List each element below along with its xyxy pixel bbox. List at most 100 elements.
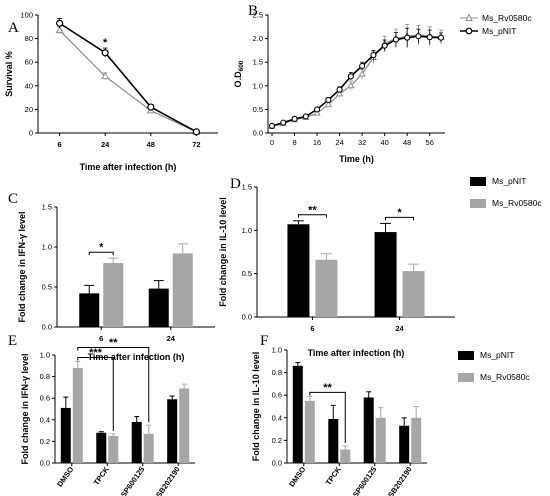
panel-b-data-point	[280, 119, 287, 126]
panel-c-bar	[103, 263, 124, 327]
panel-c-significance-bracket	[88, 251, 114, 256]
panel-b-data-point	[313, 109, 321, 116]
panel-e-significance-bracket	[77, 356, 114, 431]
panel-c-bar	[79, 293, 100, 327]
panel-b-x-tick-label: 32	[358, 138, 366, 147]
panel-f-x-tick-label: SB202190	[386, 465, 414, 496]
panel-b-y-label: O.D600	[233, 60, 245, 87]
panel-d-bar	[374, 232, 397, 317]
panel-b-y-tick-label: 1.0	[253, 81, 263, 90]
panel-a-x-tick-label: 72	[192, 140, 200, 149]
panel-e-x-tick-label: DMSO	[55, 465, 75, 489]
panel-a-y-tick-label: 100	[20, 11, 33, 20]
panel-a-data-point	[101, 49, 109, 57]
panel-f-x-tick-label: SP600125	[351, 465, 378, 496]
panel-c-x-tick-label: 6	[99, 334, 103, 343]
panel-b-x-tick-label: 24	[335, 138, 343, 147]
panel-f-bar	[292, 365, 303, 463]
panel-c-y-tick-label: 1.0	[42, 243, 52, 252]
panel-a-y-tick-label: 60	[25, 58, 33, 67]
panel-f-bar	[304, 400, 315, 463]
panel-e-significance-label: ***	[89, 347, 103, 359]
panel-d-legend-swatch	[470, 199, 486, 208]
panel-d-bar	[315, 259, 338, 317]
panel-a-x-tick-label: 6	[58, 140, 62, 149]
panel-f-y-tick-label: 0.8	[272, 368, 282, 377]
panel-b-data-point	[392, 36, 399, 43]
panel-b-series-line	[271, 35, 442, 127]
panel-d-bar	[402, 271, 425, 317]
panel-f-bar	[363, 397, 374, 463]
panel-a-data-point	[55, 25, 64, 34]
panel-d-significance-bracket	[385, 216, 415, 221]
panel-f-legend-label: Ms_pNIT	[480, 350, 514, 360]
panel-b-data-point	[336, 86, 343, 93]
panel-c-x-tick-label: 24	[167, 334, 176, 343]
panel-f-bar	[375, 417, 386, 463]
panel-d-letter: D	[230, 176, 241, 192]
panel-d-y-tick-label: 0.0	[242, 313, 252, 322]
panel-a-y-label: Survival %	[4, 51, 14, 97]
panel-e-y-tick-label: 0.2	[40, 437, 50, 446]
panel-b-y-tick-label: 2.5	[253, 11, 263, 20]
panel-b-legend-marker	[465, 27, 473, 35]
panel-e-bar	[143, 433, 154, 463]
panel-b-data-point	[325, 96, 332, 104]
panel-e-x-tick-label: TPCK	[92, 465, 111, 487]
panel-b-data-point	[381, 42, 388, 49]
panel-b-x-tick-label: 40	[380, 138, 388, 147]
panel-a-x-tick-label: 24	[101, 140, 110, 149]
panel-b-legend-label: Ms_Rv0580c	[482, 13, 532, 23]
panel-a-series-line	[59, 22, 197, 133]
panel-b-y-tick-label: 2.0	[253, 34, 263, 43]
panel-b-x-tick-label: 0	[270, 138, 274, 147]
panel-f-letter: F	[260, 333, 268, 349]
panel-a-x-label: Time after infection (h)	[80, 162, 177, 172]
panel-d-y-tick-label: 1.0	[242, 226, 252, 235]
panel-e-bar	[60, 407, 71, 463]
panel-f-bar	[399, 425, 410, 463]
panel-f-y-label: Fold change in IL-10 level	[251, 352, 261, 462]
panel-b-letter: B	[248, 3, 258, 19]
panel-e-y-tick-label: 0.0	[40, 459, 50, 468]
panel-c-y-label: Fold change in IFN-γ level	[17, 211, 27, 322]
panel-a-data-point	[192, 128, 200, 136]
panel-b-data-point	[426, 34, 433, 41]
panel-d-x-tick-label: 24	[395, 324, 404, 333]
panel-f-y-tick-label: 0.6	[272, 391, 282, 400]
panel-e-bar	[131, 421, 142, 463]
panel-a-letter: A	[8, 20, 19, 36]
panel-c-bar	[172, 253, 193, 327]
panel-f-significance-bracket	[309, 391, 346, 444]
panel-e-bar	[96, 432, 107, 463]
panel-b-x-tick-label: 56	[426, 138, 434, 147]
panel-f-y-tick-label: 0.4	[272, 413, 282, 422]
panel-b-data-point	[314, 106, 321, 113]
panel-e-x-tick-label: SB202190	[154, 465, 182, 496]
panel-e-y-tick-label: 1.0	[40, 351, 50, 360]
panel-b-legend-label: Ms_pNIT	[482, 26, 516, 36]
panel-a-data-point	[55, 19, 64, 27]
panel-b-data-point	[302, 113, 309, 120]
panel-a-y-tick-label: 20	[25, 105, 33, 114]
panel-d-bar	[287, 224, 310, 317]
panel-b-data-point	[437, 34, 445, 41]
panel-f-significance-label: **	[323, 382, 332, 394]
panel-e-letter: E	[8, 333, 17, 349]
panel-f-legend-swatch	[458, 373, 474, 382]
panel-e-significance-label: **	[109, 337, 118, 349]
panel-b-data-point	[335, 89, 344, 97]
panel-b-x-label: Time (h)	[339, 154, 374, 164]
panel-a-data-point	[101, 71, 110, 80]
panel-a-y-tick-label: 80	[25, 34, 33, 43]
panel-b-series-line	[271, 34, 442, 127]
panel-b-data-point	[370, 52, 377, 59]
panel-b-legend-marker	[465, 13, 473, 21]
panel-e-y-tick-label: 0.6	[40, 394, 50, 403]
panel-e-bar	[179, 388, 190, 463]
panel-e-y-tick-label: 0.8	[40, 372, 50, 381]
panel-f-bar	[328, 418, 339, 463]
panel-c-letter: C	[8, 191, 18, 207]
panel-d-legend-label: Ms_Rv0580c	[492, 198, 542, 208]
panel-f-x-tick-label: DMSO	[287, 465, 307, 489]
